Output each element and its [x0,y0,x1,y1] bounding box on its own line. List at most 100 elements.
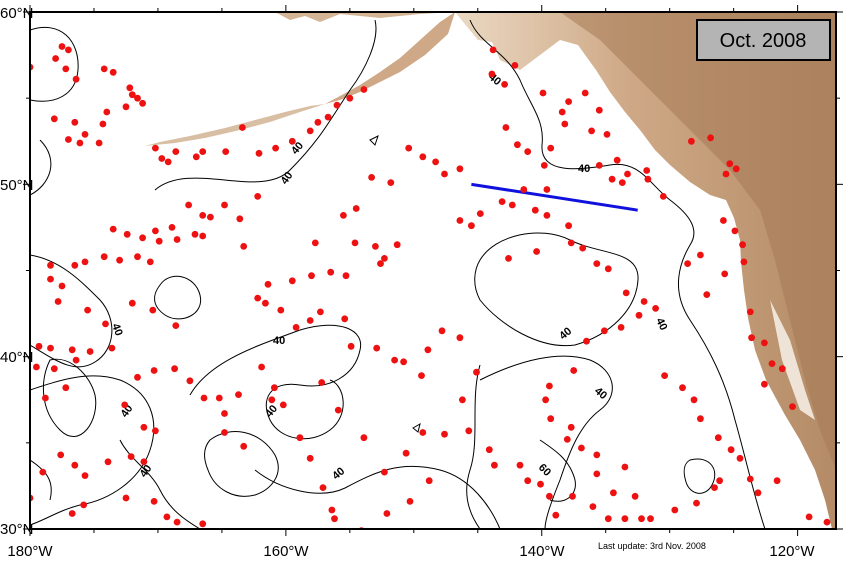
float-marker [424,346,432,354]
float-marker [279,401,287,409]
float-marker [42,394,49,402]
float-marker [604,265,612,273]
float-marker [754,489,762,497]
float-marker [240,442,248,450]
float-marker [340,212,347,219]
float-marker [258,363,265,371]
float-marker [47,261,54,269]
float-markers [30,43,831,529]
float-marker [732,165,740,173]
float-marker [402,449,410,457]
float-marker [608,175,616,183]
float-marker [731,227,739,235]
float-marker [146,258,154,266]
contour-label: 40 [273,335,285,347]
float-marker [823,518,831,526]
float-marker [583,337,590,345]
float-marker [640,298,648,305]
float-marker [47,275,54,283]
contour-label: 40 [279,170,296,187]
float-marker [400,358,407,366]
float-marker [71,261,79,269]
float-marker [152,427,159,435]
float-marker [58,282,66,290]
float-marker [565,222,572,230]
float-marker [468,222,475,230]
float-marker [391,356,398,364]
float-marker [81,472,89,479]
float-marker [465,427,473,435]
float-marker [81,258,89,266]
float-marker [324,113,332,121]
float-marker [173,518,181,526]
float-marker [393,241,401,249]
float-marker [86,348,94,355]
float-marker [318,379,326,386]
float-marker [68,510,76,517]
float-marker [595,162,603,169]
date-badge-text: Oct. 2008 [720,30,807,52]
float-marker [314,118,322,126]
lat-tick-label: 50°N [0,177,34,194]
float-marker [81,131,89,138]
lon-tick-label: 120°W [769,543,815,560]
float-marker [485,446,493,454]
float-marker [727,446,735,454]
float-marker [419,429,427,436]
float-marker [631,492,639,500]
float-marker [456,217,464,224]
float-marker [604,515,612,523]
float-marker [638,515,645,523]
lat-tick-label: 40°N [0,349,34,366]
float-marker [99,120,107,128]
float-marker [746,475,754,483]
land-aleutians [145,104,325,146]
float-marker [773,477,781,485]
float-marker [761,380,768,388]
float-marker [50,115,58,123]
float-marker [128,91,136,99]
float-marker [552,511,560,519]
float-marker [317,308,324,316]
date-badge: Oct. 2008 [696,19,831,61]
float-marker [688,137,695,145]
float-marker [567,423,575,431]
float-marker [155,237,163,245]
float-marker [341,315,349,323]
float-marker [491,461,498,469]
float-marker [508,201,516,209]
float-marker [621,515,629,523]
float-marker [150,498,158,505]
float-marker [635,311,643,319]
float-marker [62,384,70,392]
float-marker [524,148,532,156]
float-marker [327,268,335,276]
float-marker [740,258,748,266]
float-marker [334,406,342,414]
float-marker [95,139,103,147]
float-marker [222,148,230,156]
float-marker [589,503,597,510]
float-marker [100,253,108,261]
float-marker [621,463,629,471]
float-marker [33,363,40,371]
float-marker [235,391,242,398]
float-marker [714,434,722,442]
float-marker [432,158,439,166]
float-marker [150,367,158,374]
float-marker [108,344,116,352]
float-marker [254,193,262,200]
contour-label: 40 [138,463,155,480]
float-marker [240,243,248,250]
float-marker [221,201,228,209]
float-marker [746,308,754,316]
float-marker [306,454,314,462]
last-update-note: Last update: 3rd Nov. 2008 [598,541,706,551]
float-marker [128,299,136,307]
float-marker [624,170,631,178]
float-marker [328,506,336,514]
float-marker [103,108,111,116]
float-marker [306,127,314,135]
float-marker [373,344,381,352]
float-marker [308,272,315,280]
